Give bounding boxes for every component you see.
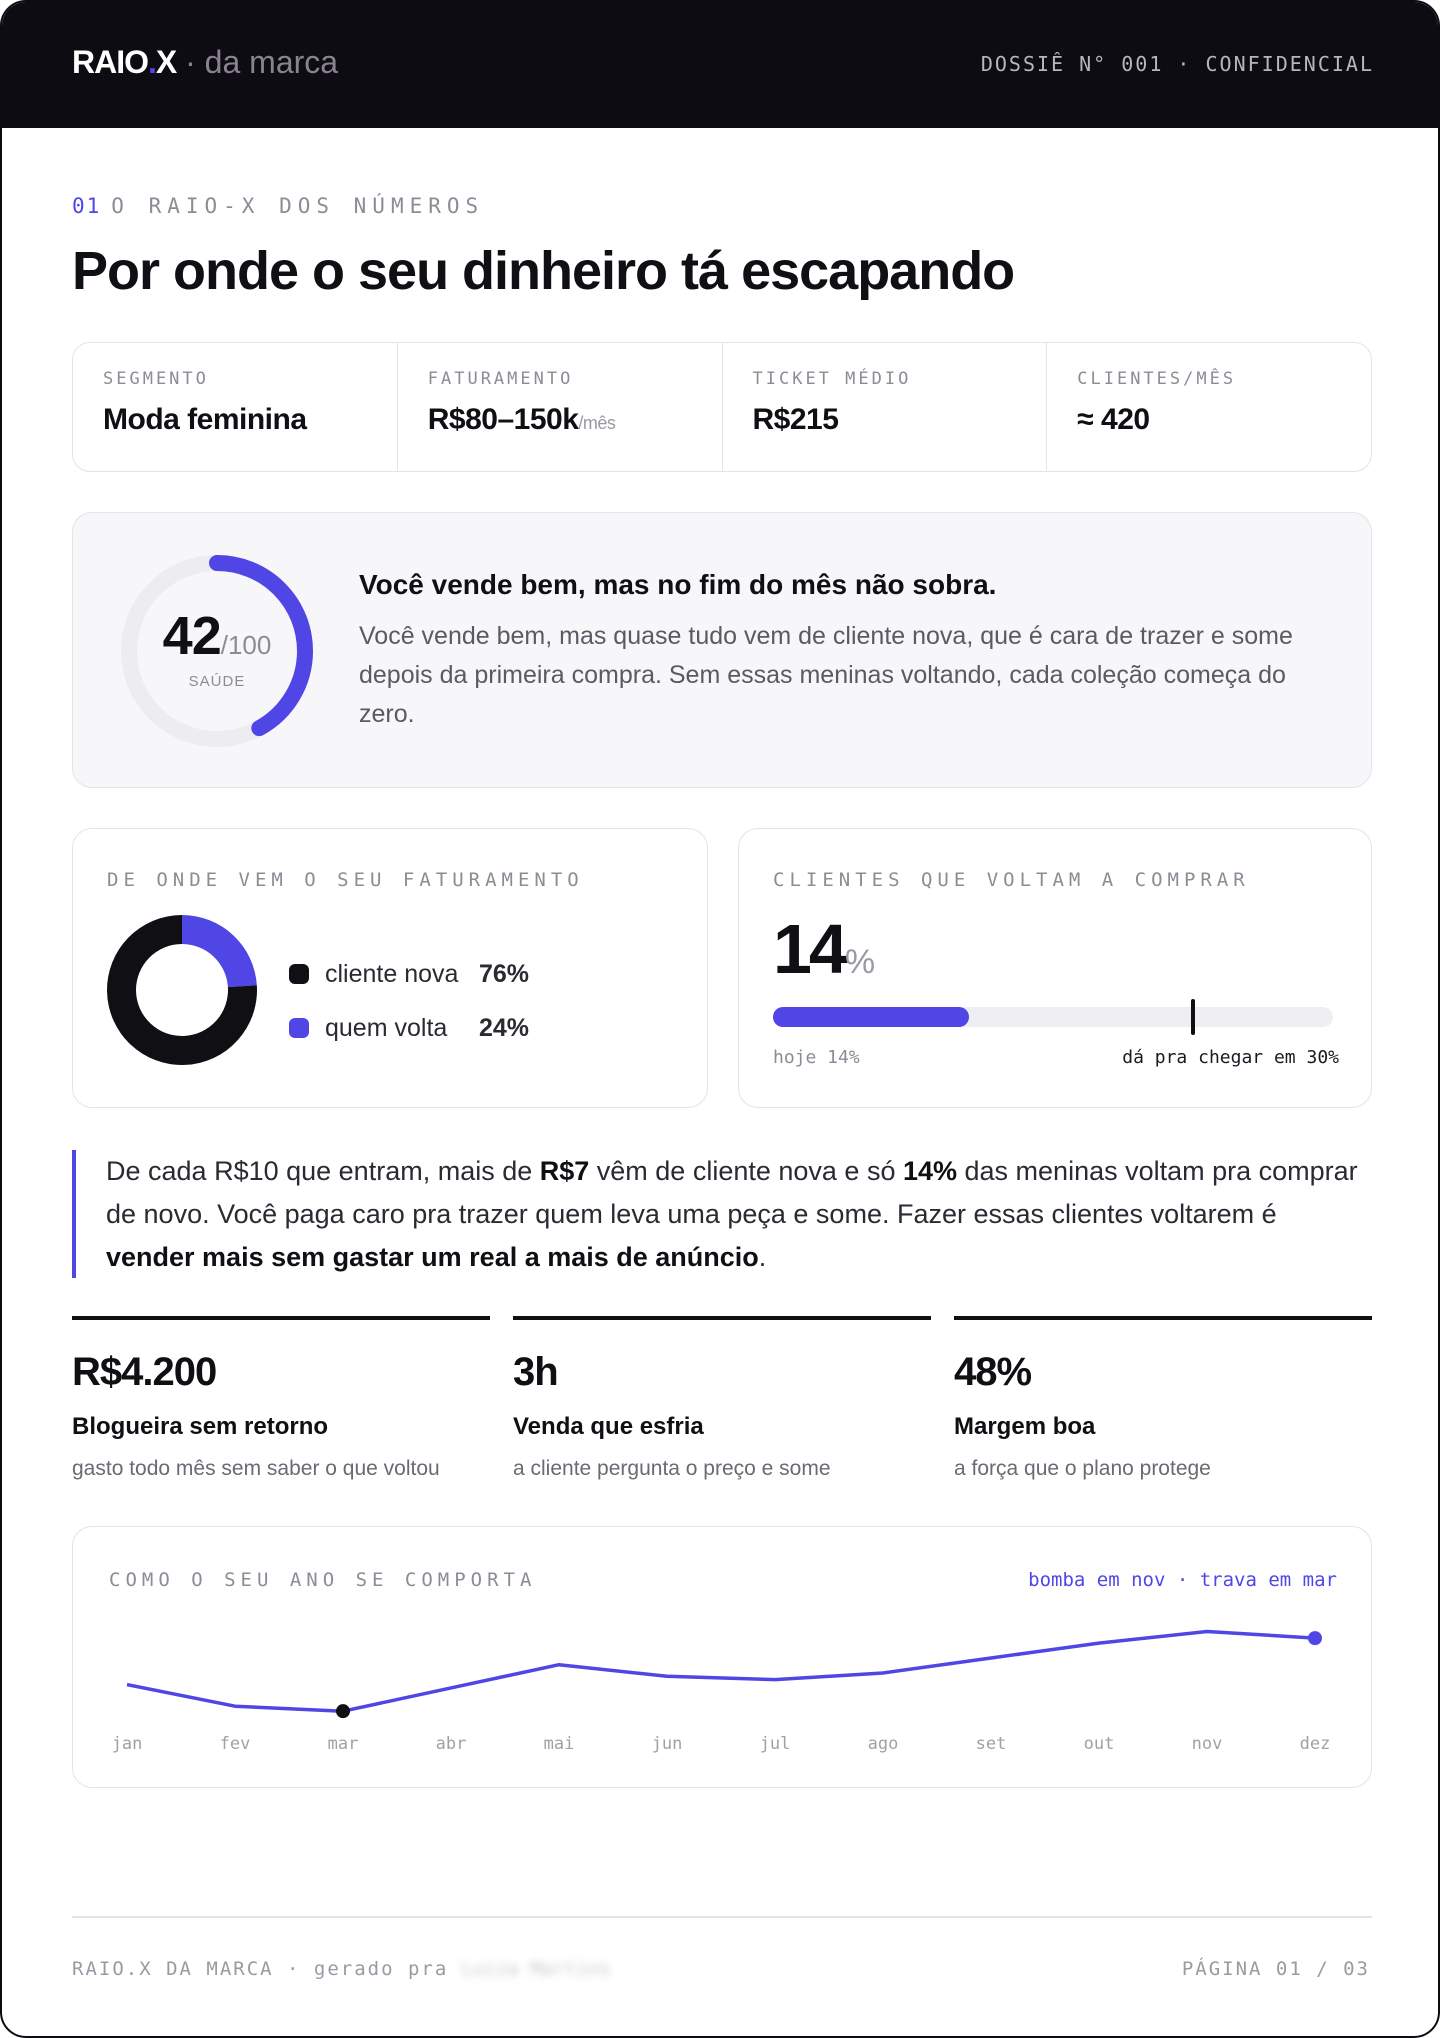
x-tick-label: abr	[436, 1734, 467, 1754]
legend-item: cliente nova 76%	[289, 947, 529, 1001]
stat-key: SEGMENTO	[103, 369, 209, 389]
x-tick-label: mai	[544, 1734, 575, 1754]
gauge-arc	[121, 555, 313, 747]
footer-divider	[72, 1916, 1372, 1918]
metric-value: R$4.200	[72, 1350, 217, 1394]
stat-segment: SEGMENTO Moda feminina	[73, 343, 398, 471]
x-tick-label: mar	[328, 1734, 359, 1754]
stat-clients: CLIENTES/MÊS ≈ 420	[1047, 343, 1371, 471]
metric-subtitle: gasto todo mês sem saber o que voltou	[72, 1457, 440, 1480]
stats-row: SEGMENTO Moda feminina FATURAMENTO R$80–…	[72, 342, 1372, 472]
progress-track	[773, 1007, 1333, 1027]
chart-label: COMO O SEU ANO SE COMPORTA	[109, 1569, 537, 1591]
stat-key: CLIENTES/MÊS	[1077, 369, 1237, 389]
low-point-marker	[336, 1704, 350, 1719]
last-point-marker	[1308, 1631, 1322, 1646]
today-label: hoje 14%	[773, 1047, 860, 1068]
metric-subtitle: a cliente pergunta o preço e some	[513, 1457, 831, 1480]
x-tick-label: dez	[1300, 1734, 1331, 1754]
brand-logo: RAIO.X · da marca	[72, 44, 339, 80]
metric-title: Margem boa	[954, 1413, 1096, 1440]
page-number: PÁGINA 01 / 03	[1181, 1958, 1370, 1980]
health-caption: SAÚDE	[188, 673, 246, 690]
target-marker	[1191, 999, 1195, 1035]
x-tick-label: out	[1084, 1734, 1115, 1754]
card-label: DE ONDE VEM O SEU FATURAMENTO	[107, 869, 584, 891]
legend-label: quem volta	[325, 1013, 448, 1042]
revenue-source-card: DE ONDE VEM O SEU FATURAMENTO cliente no…	[72, 828, 708, 1108]
progress-fill	[773, 1007, 969, 1027]
top-bar: RAIO.X · da marca DOSSIÊ N° 001 · CONFID…	[2, 2, 1438, 128]
donut-slice-cliente-nova	[107, 915, 257, 1065]
health-body: Você vende bem, mas quase tudo vem de cl…	[359, 622, 1293, 728]
return-rate-value: 14%	[773, 910, 876, 988]
page-title: Por onde o seu dinheiro tá escapando	[72, 241, 1015, 301]
target-label: dá pra chegar em 30%	[1122, 1047, 1339, 1068]
metric-value: 48%	[954, 1350, 1032, 1394]
legend-swatch	[289, 964, 309, 984]
x-tick-label: jan	[112, 1734, 143, 1754]
metric-title: Venda que esfria	[513, 1413, 704, 1440]
donut-legend: cliente nova 76% quem volta 24%	[289, 947, 529, 1055]
return-rate-card: CLIENTES QUE VOLTAM A COMPRAR 14% hoje 1…	[738, 828, 1372, 1108]
x-tick-label: jul	[760, 1734, 791, 1754]
health-gauge	[121, 555, 313, 747]
x-tick-label: nov	[1192, 1734, 1223, 1754]
year-line-chart: jan fev mar abr mai jun jul ago set out nov dez	[112, 1629, 1331, 1754]
legend-label: cliente nova	[325, 959, 459, 988]
card-label: CLIENTES QUE VOLTAM A COMPRAR	[773, 869, 1250, 891]
metric-subtitle: a força que o plano protege	[954, 1457, 1211, 1480]
stat-revenue: FATURAMENTO R$80–150k/mês	[398, 343, 723, 471]
legend-percent: 76%	[479, 959, 530, 988]
metric-title: Blogueira sem retorno	[72, 1413, 329, 1440]
x-tick-label: ago	[868, 1734, 899, 1754]
recipient-name: Luiza Martins	[461, 1958, 611, 1980]
stat-value: Moda feminina	[103, 403, 307, 436]
footer-left: RAIO.X DA MARCA · gerado pra Luiza Marti…	[72, 1958, 611, 1980]
stat-value: R$80–150k/mês	[427, 403, 616, 436]
metric-venda: 3h Venda que esfria a cliente pergunta o…	[513, 1316, 931, 1481]
chart-note: bomba em nov · trava em mar	[1028, 1569, 1337, 1591]
year-chart-card: COMO O SEU ANO SE COMPORTA bomba em nov …	[72, 1526, 1372, 1788]
stat-ticket: TICKET MÉDIO R$215	[723, 343, 1048, 471]
stat-key: FATURAMENTO	[427, 369, 574, 389]
x-tick-label: set	[976, 1734, 1007, 1754]
legend-percent: 24%	[479, 1013, 530, 1042]
health-card: 42/100 SAÚDE Você vende bem, mas no fim …	[72, 512, 1372, 788]
legend-swatch	[289, 1018, 309, 1038]
x-tick-label: jun	[652, 1734, 683, 1754]
stat-value: R$215	[752, 403, 839, 436]
health-headline: Você vende bem, mas no fim do mês não so…	[359, 569, 997, 600]
dossie-label: DOSSIÊ N° 001 · CONFIDENCIAL	[980, 52, 1374, 76]
health-score: 42/100	[162, 606, 272, 666]
section-label: 01 O RAIO-X DOS NÚMEROS	[72, 194, 485, 218]
revenue-donut	[107, 915, 257, 1065]
legend-item: quem volta 24%	[289, 1001, 529, 1055]
donut-slice-quem-volta	[182, 915, 257, 988]
metric-value: 3h	[513, 1350, 559, 1394]
metric-margem: 48% Margem boa a força que o plano prote…	[954, 1316, 1372, 1481]
series-line	[126, 1629, 1316, 1713]
stat-key: TICKET MÉDIO	[752, 369, 912, 389]
insight-quote: De cada R$10 que entram, mais de R$7 vêm…	[72, 1150, 1372, 1278]
metric-blogueira: R$4.200 Blogueira sem retorno gasto todo…	[72, 1316, 490, 1481]
stat-value: ≈ 420	[1077, 403, 1150, 436]
x-tick-label: fev	[220, 1734, 251, 1754]
